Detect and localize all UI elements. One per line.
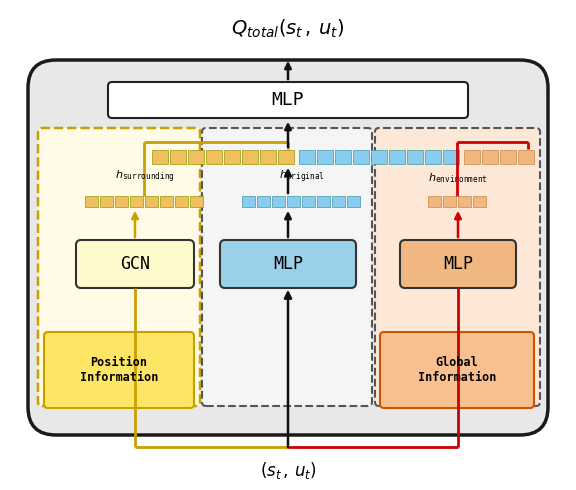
- Bar: [317, 196, 330, 207]
- Bar: [175, 196, 188, 207]
- FancyBboxPatch shape: [202, 128, 372, 406]
- Bar: [242, 196, 255, 207]
- Bar: [152, 150, 168, 164]
- Bar: [347, 196, 360, 207]
- Bar: [257, 196, 270, 207]
- FancyBboxPatch shape: [38, 128, 200, 406]
- Bar: [425, 150, 441, 164]
- Bar: [242, 150, 258, 164]
- Bar: [302, 196, 315, 207]
- Text: MLP: MLP: [272, 91, 304, 109]
- Bar: [407, 150, 423, 164]
- Bar: [518, 150, 534, 164]
- Bar: [130, 196, 143, 207]
- Bar: [317, 150, 333, 164]
- Bar: [278, 150, 294, 164]
- Bar: [473, 196, 486, 207]
- Text: $(s_t\,,\,u_t)$: $(s_t\,,\,u_t)$: [260, 460, 316, 481]
- Bar: [115, 196, 128, 207]
- Text: $h_{\mathtt{environment}}$: $h_{\mathtt{environment}}$: [428, 171, 488, 185]
- Bar: [371, 150, 387, 164]
- FancyBboxPatch shape: [28, 60, 548, 435]
- Bar: [260, 150, 276, 164]
- Bar: [482, 150, 498, 164]
- Text: MLP: MLP: [443, 255, 473, 273]
- Text: MLP: MLP: [273, 255, 303, 273]
- Bar: [272, 196, 285, 207]
- Bar: [160, 196, 173, 207]
- Bar: [190, 196, 203, 207]
- FancyBboxPatch shape: [380, 332, 534, 408]
- Bar: [188, 150, 204, 164]
- Bar: [85, 196, 98, 207]
- Bar: [224, 150, 240, 164]
- Bar: [206, 150, 222, 164]
- Bar: [170, 150, 186, 164]
- Bar: [443, 150, 459, 164]
- FancyBboxPatch shape: [375, 128, 540, 406]
- Text: $Q_{total}(s_t\,,\,u_t)$: $Q_{total}(s_t\,,\,u_t)$: [232, 18, 344, 40]
- Bar: [335, 150, 351, 164]
- Text: $h_{\mathtt{surrounding}}$: $h_{\mathtt{surrounding}}$: [115, 169, 175, 185]
- Bar: [458, 196, 471, 207]
- Bar: [464, 150, 480, 164]
- Text: Global
Information: Global Information: [418, 356, 496, 384]
- Bar: [299, 150, 315, 164]
- Text: GCN: GCN: [120, 255, 150, 273]
- Bar: [287, 196, 300, 207]
- FancyBboxPatch shape: [108, 82, 468, 118]
- Bar: [100, 196, 113, 207]
- Text: Position
Information: Position Information: [80, 356, 158, 384]
- Bar: [428, 196, 441, 207]
- Bar: [145, 196, 158, 207]
- FancyBboxPatch shape: [76, 240, 194, 288]
- FancyBboxPatch shape: [220, 240, 356, 288]
- Bar: [332, 196, 345, 207]
- FancyBboxPatch shape: [400, 240, 516, 288]
- FancyBboxPatch shape: [44, 332, 194, 408]
- Bar: [443, 196, 456, 207]
- Bar: [500, 150, 516, 164]
- Bar: [353, 150, 369, 164]
- Text: $h_{\mathtt{original}}$: $h_{\mathtt{original}}$: [279, 169, 325, 185]
- Bar: [389, 150, 405, 164]
